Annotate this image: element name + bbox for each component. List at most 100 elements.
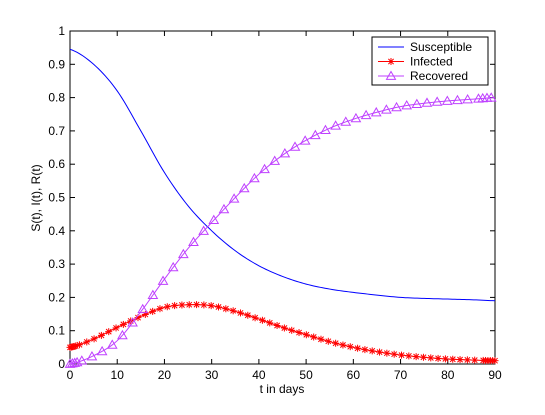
y-tick-label: 0.4 xyxy=(48,224,65,238)
data-point-marker xyxy=(208,214,220,225)
data-point-marker xyxy=(236,309,244,317)
x-tick-label: 40 xyxy=(252,368,266,382)
data-point-marker xyxy=(462,94,473,104)
data-point-marker xyxy=(156,305,164,313)
data-point-marker xyxy=(441,355,449,363)
data-point-marker xyxy=(320,124,331,135)
data-point-marker xyxy=(346,343,354,351)
data-point-marker xyxy=(360,109,372,120)
data-point-marker xyxy=(421,97,433,107)
data-point-marker xyxy=(127,317,138,327)
data-point-marker xyxy=(471,356,479,364)
data-point-marker xyxy=(69,357,81,367)
data-point-marker xyxy=(391,101,402,112)
data-point-marker xyxy=(119,320,127,328)
data-point-marker xyxy=(198,225,210,235)
data-point-marker xyxy=(289,141,301,151)
data-point-marker xyxy=(332,339,340,347)
data-point-marker xyxy=(431,96,443,106)
y-tick-label: 0.5 xyxy=(48,191,65,205)
legend-marker xyxy=(385,70,397,80)
data-point-marker xyxy=(171,302,179,310)
data-point-marker xyxy=(309,129,321,140)
data-point-marker xyxy=(117,329,128,340)
data-point-marker xyxy=(259,163,270,174)
data-point-marker xyxy=(310,333,318,341)
data-point-marker xyxy=(96,345,108,356)
data-point-marker xyxy=(249,172,260,183)
data-point-marker xyxy=(147,289,159,300)
y-tick-label: 0.3 xyxy=(48,257,65,271)
data-point-marker xyxy=(381,104,392,114)
x-tick-label: 30 xyxy=(205,368,219,382)
data-point-marker xyxy=(215,303,223,311)
data-point-marker xyxy=(97,331,105,339)
data-point-marker xyxy=(354,344,362,352)
series-line xyxy=(69,48,496,302)
data-point-marker xyxy=(141,310,149,318)
x-tick-label: 90 xyxy=(488,368,502,382)
data-point-marker xyxy=(411,98,423,109)
y-tick-label: 0.1 xyxy=(48,324,65,338)
data-point-marker xyxy=(229,307,237,315)
data-point-marker xyxy=(71,356,83,367)
data-point-marker xyxy=(339,341,347,349)
series-line xyxy=(69,304,496,362)
x-tick-label: 80 xyxy=(441,368,455,382)
data-point-marker xyxy=(280,324,288,332)
data-point-marker xyxy=(193,301,201,309)
data-point-marker xyxy=(86,350,98,361)
data-point-marker xyxy=(258,316,266,324)
y-tick-label: 0.2 xyxy=(48,290,65,304)
data-point-marker xyxy=(383,349,391,357)
data-point-marker xyxy=(485,92,497,102)
data-point-marker xyxy=(441,95,453,105)
legend-label: Infected xyxy=(410,55,453,69)
legend-label: Susceptible xyxy=(410,40,472,54)
data-point-marker xyxy=(368,347,376,355)
data-point-marker xyxy=(222,305,230,313)
y-tick-label: 0 xyxy=(58,357,65,371)
series-recovered xyxy=(64,92,497,368)
data-point-marker xyxy=(340,116,352,126)
data-point-marker xyxy=(302,331,310,339)
data-point-marker xyxy=(238,182,250,193)
legend-item-recovered: Recovered xyxy=(378,69,468,83)
data-point-marker xyxy=(251,314,259,322)
data-point-marker xyxy=(449,355,457,363)
x-tick-label: 50 xyxy=(299,368,313,382)
x-tick-label: 10 xyxy=(111,368,125,382)
x-tick-label: 20 xyxy=(158,368,172,382)
data-point-marker xyxy=(185,301,193,309)
data-point-marker xyxy=(106,339,118,349)
legend-label: Recovered xyxy=(410,69,468,83)
data-point-marker xyxy=(330,120,341,130)
data-point-marker xyxy=(137,303,149,314)
data-point-marker xyxy=(376,348,384,356)
data-point-marker xyxy=(157,275,169,285)
legend-marker xyxy=(387,58,395,65)
y-axis-label: S(t), I(t), R(t) xyxy=(29,164,43,231)
data-point-marker xyxy=(218,203,230,214)
data-point-marker xyxy=(266,319,274,327)
x-axis-ticks: 0 10 20 30 40 50 60 70 80 90 xyxy=(67,31,502,382)
data-point-marker xyxy=(401,100,413,110)
data-point-marker xyxy=(228,193,240,203)
data-point-marker xyxy=(83,338,91,346)
data-point-marker xyxy=(244,311,252,319)
data-point-marker xyxy=(398,351,405,359)
x-axis-label: t in days xyxy=(260,382,305,396)
y-tick-label: 0.7 xyxy=(48,124,65,138)
data-point-marker xyxy=(273,322,281,330)
data-point-marker xyxy=(149,307,157,315)
series-susceptible xyxy=(69,48,496,302)
data-point-marker xyxy=(456,356,464,364)
data-point-marker xyxy=(163,303,171,311)
legend-item-susceptible: Susceptible xyxy=(378,40,472,54)
data-point-marker xyxy=(167,261,179,272)
x-tick-label: 60 xyxy=(347,368,361,382)
y-tick-label: 0.9 xyxy=(48,57,65,71)
data-point-marker xyxy=(200,301,208,309)
